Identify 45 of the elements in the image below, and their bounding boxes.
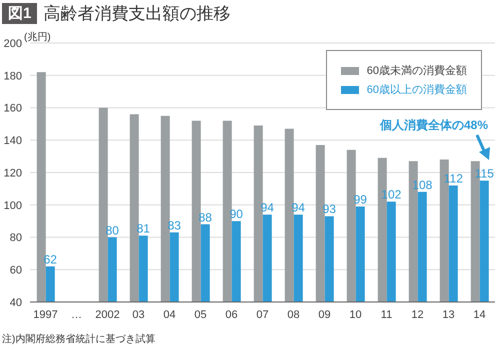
- caption: 図1: [2, 3, 38, 24]
- y-tick-label: 120: [4, 167, 22, 180]
- data-label: 62: [44, 252, 58, 266]
- y-tick-label: 140: [4, 135, 22, 148]
- data-label: 94: [260, 200, 274, 215]
- data-label: 99: [354, 192, 368, 206]
- data-label: 115: [474, 166, 494, 181]
- x-tick-label: 12: [411, 308, 424, 321]
- legend-label: 60歳未満の消費金額: [366, 64, 467, 78]
- y-tick-label: 160: [4, 102, 22, 115]
- x-tick-label: 2002: [95, 308, 120, 321]
- data-label: 80: [106, 223, 120, 238]
- legend-label: 60歳以上の消費金額: [366, 82, 467, 97]
- x-tick-label: 05: [194, 308, 207, 321]
- data-label: 108: [412, 178, 433, 192]
- y-tick-label: 100: [4, 200, 22, 212]
- x-tick-label: 11: [380, 308, 392, 321]
- chart-title: 高齢者消費支出額の推移: [43, 3, 230, 25]
- data-label: 90: [230, 207, 244, 222]
- y-tick-label: 40: [10, 296, 22, 309]
- x-tick-label: 06: [225, 308, 238, 321]
- data-label: 102: [381, 188, 402, 202]
- data-label: 83: [168, 218, 182, 232]
- x-tick-label: 10: [349, 308, 362, 321]
- data-label: 88: [198, 210, 212, 224]
- x-tick-label: 07: [256, 308, 269, 321]
- x-tick-label: 04: [163, 308, 176, 321]
- annotation: 個人消費全体の48%: [380, 117, 488, 134]
- y-tick-label: 80: [10, 232, 22, 244]
- data-label: 93: [322, 202, 336, 216]
- x-tick-label: 13: [442, 308, 455, 321]
- x-tick-label: 09: [318, 308, 331, 321]
- x-tick-label: 1997: [33, 308, 58, 321]
- y-tick-label: 60: [10, 264, 22, 277]
- x-tick-label: 08: [287, 308, 300, 321]
- y-tick-label: 200: [4, 38, 22, 50]
- text: 注)内閣府総務省統計に基づき試算: [2, 332, 156, 346]
- x-tick-label: 14: [473, 308, 486, 321]
- data-label: 94: [292, 200, 306, 215]
- x-tick-label: 03: [132, 308, 145, 321]
- y-axis-title: (兆円): [24, 30, 51, 44]
- y-tick-label: 180: [4, 70, 22, 82]
- x-tick-label: …: [71, 308, 82, 321]
- data-label: 81: [136, 222, 150, 236]
- data-label: 112: [444, 171, 464, 186]
